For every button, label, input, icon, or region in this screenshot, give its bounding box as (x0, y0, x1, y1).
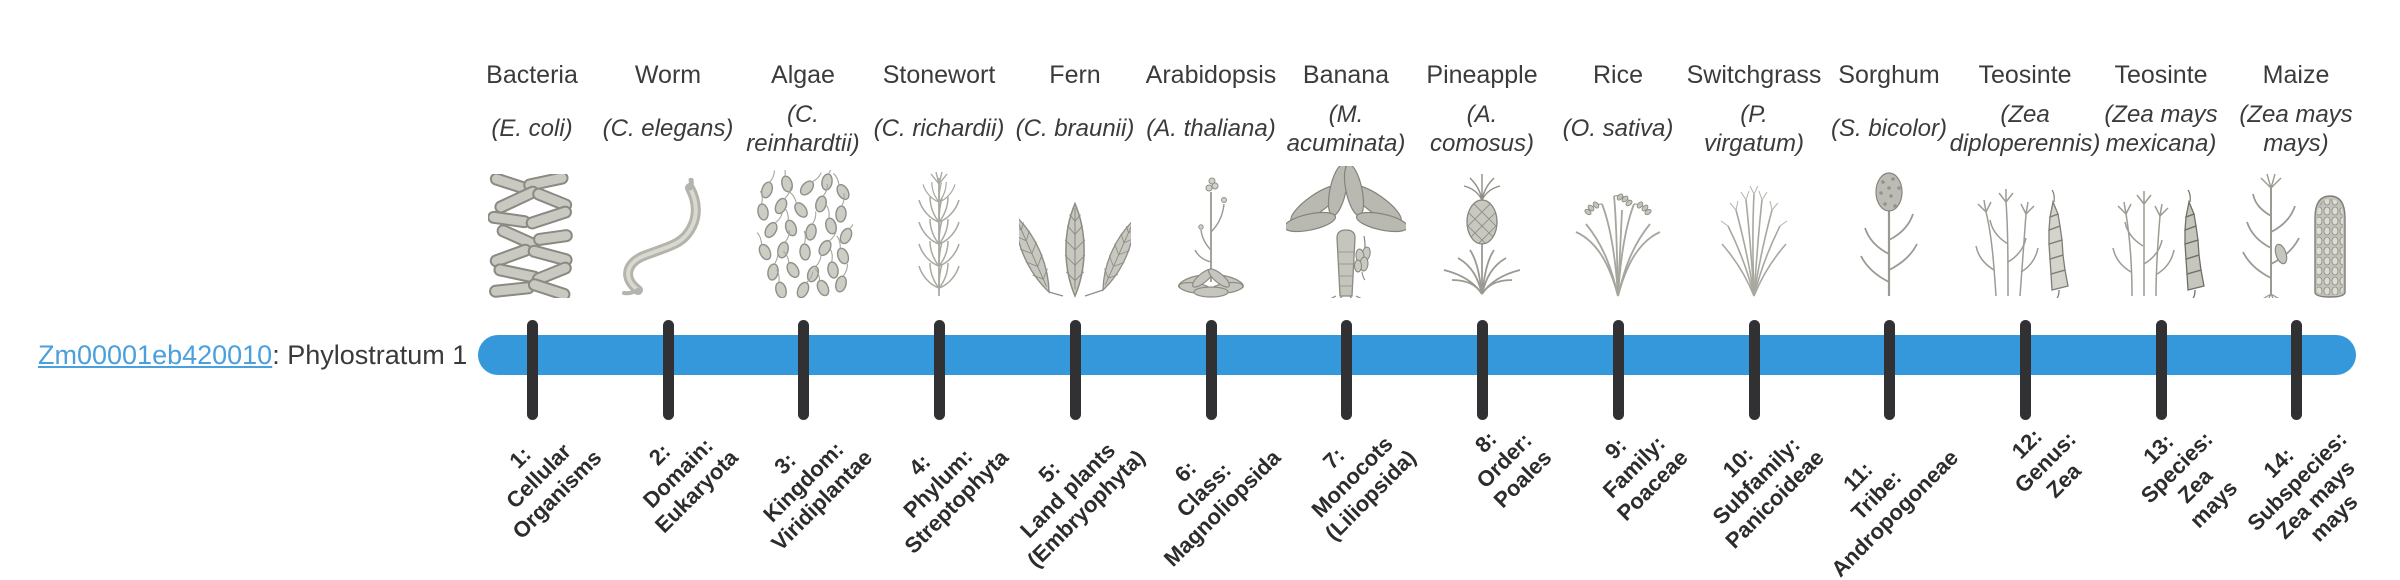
timeline-bar (478, 335, 2356, 375)
organism-column-bacteria: Bacteria (E. coli) (457, 60, 607, 298)
organism-name: Pineapple (1426, 61, 1538, 89)
organism-column-worm: Worm (C. elegans) (593, 60, 743, 298)
organism-latin-name: (Zea mays mays) (2239, 100, 2353, 157)
phylostratum-value: Phylostratum 1 (287, 340, 468, 370)
organism-column-rice: Rice (O. sativa) (1543, 60, 1693, 298)
organism-column-pineapple: Pineapple (A. comosus) (1407, 60, 1557, 298)
organism-latin-name: (C. richardii) (873, 115, 1005, 143)
organism-latin-name: (C. reinhardtii) (746, 100, 860, 157)
timeline-tick-10 (1749, 320, 1760, 420)
organism-latin-name: (Zea mays mexicana) (2104, 100, 2218, 157)
organism-column-teosinte-diploperennis: Teosinte (Zea diploperennis) (1950, 60, 2100, 298)
organism-name: Fern (1049, 61, 1101, 89)
phylostratum-label-9: 9: Family: Poaceae (1597, 430, 1693, 526)
timeline-tick-2 (663, 320, 674, 420)
organism-latin-name: (M. acuminata) (1286, 100, 1406, 157)
organism-name: Banana (1302, 61, 1390, 89)
organism-name: Sorghum (1838, 61, 1940, 89)
phylostratum-label-8: 8: Order: Poales (1470, 426, 1557, 513)
phylostratum-label-3: 3: Kingdom: Viridiplantae (758, 436, 878, 556)
algae-illustration (753, 170, 853, 298)
organism-column-teosinte-mexicana: Teosinte (Zea mays mexicana) (2086, 60, 2236, 298)
gene-separator: : (272, 340, 288, 370)
timeline-tick-7 (1341, 320, 1352, 420)
organism-column-switchgrass: Switchgrass (P. virgatum) (1679, 60, 1829, 298)
phylostratum-label-13: 13: Species: Zea mays (2135, 426, 2242, 533)
organism-latin-name: (Zea diploperennis) (1949, 100, 2101, 157)
organism-column-sorghum: Sorghum (S. bicolor) (1814, 60, 1964, 298)
sorghum-illustration (1860, 172, 1918, 296)
teosinte-diploperennis-illustration (1975, 189, 2069, 298)
phylostratum-label-7: 7: Monocots (Liliopsida) (1306, 431, 1421, 546)
gene-link[interactable]: Zm00001eb420010 (38, 340, 273, 370)
organism-name: Bacteria (486, 61, 578, 89)
organism-name: Stonewort (882, 61, 996, 89)
organism-name: Teosinte (2114, 61, 2208, 89)
timeline-tick-3 (798, 320, 809, 420)
timeline-tick-13 (2156, 320, 2167, 420)
organism-column-algae: Algae (C. reinhardtii) (728, 60, 878, 298)
organism-latin-name: (C. braunii) (1015, 115, 1135, 143)
organism-latin-name: (P. virgatum) (1703, 100, 1805, 157)
phylostratum-label-12: 12: Genus: Zea (2006, 423, 2086, 503)
phylostratum-label-5: 5: Land plants (Embryophyta) (1014, 437, 1150, 573)
organism-latin-name: (A. thaliana) (1146, 115, 1276, 143)
organism-latin-name: (S. bicolor) (1830, 115, 1948, 143)
organism-name: Worm (634, 61, 702, 89)
phylostratum-label-6: 6: Class: Magnoliopsida (1158, 444, 1286, 572)
organism-name: Switchgrass (1686, 61, 1822, 89)
timeline-tick-8 (1477, 320, 1488, 420)
organism-latin-name: (C. elegans) (602, 115, 734, 143)
worm-illustration (622, 178, 701, 296)
rice-illustration (1575, 193, 1661, 297)
maize-illustration (2242, 173, 2346, 298)
teosinte-mexicana-illustration (2112, 189, 2205, 298)
phylostratum-label-11: 11: Tribe: Andropogoneae (1826, 444, 1964, 580)
timeline-tick-11 (1884, 320, 1895, 420)
organism-name: Maize (2262, 61, 2330, 89)
organism-latin-name: (E. coli) (491, 115, 573, 143)
organism-column-arabidopsis: Arabidopsis (A. thaliana) (1136, 60, 1286, 298)
timeline-tick-6 (1206, 320, 1217, 420)
organism-name: Teosinte (1978, 61, 2072, 89)
organism-name: Rice (1592, 61, 1643, 89)
organism-name: Arabidopsis (1145, 61, 1277, 89)
organism-latin-name: (O. sativa) (1562, 115, 1674, 143)
timeline-tick-5 (1070, 320, 1081, 420)
timeline-tick-4 (934, 320, 945, 420)
organism-column-fern: Fern (C. braunii) (1000, 60, 1150, 298)
organism-column-banana: Banana (M. acuminata) (1271, 60, 1421, 298)
arabidopsis-illustration (1178, 177, 1244, 298)
phylostratum-label-2: 2: Domain: Eukaryota (637, 432, 743, 538)
fern-illustration (1019, 202, 1131, 297)
timeline-tick-14 (2291, 320, 2302, 420)
organism-column-stonewort: Stonewort (C. richardii) (864, 60, 1014, 298)
organism-column-maize: Maize (Zea mays mays) (2221, 60, 2371, 298)
pineapple-illustration (1443, 174, 1521, 295)
phylostratum-label-1: 1: Cellular Organisms (501, 438, 607, 544)
organism-latin-name: (A. comosus) (1429, 100, 1535, 157)
timeline-tick-9 (1613, 320, 1624, 420)
timeline-tick-1 (527, 320, 538, 420)
bacteria-illustration (488, 174, 573, 298)
timeline-tick-12 (2020, 320, 2031, 420)
gene-label: Zm00001eb420010: Phylostratum 1 (38, 340, 467, 371)
banana-illustration (1286, 166, 1406, 298)
phylostratum-label-14: 14: Subspecies: Zea mays mays (2242, 426, 2363, 547)
phylostratum-label-4: 4: Phylum: Streptophyta (898, 443, 1014, 559)
stonewort-illustration (918, 171, 960, 296)
organism-name: Algae (771, 61, 835, 89)
switchgrass-illustration (1720, 185, 1788, 297)
